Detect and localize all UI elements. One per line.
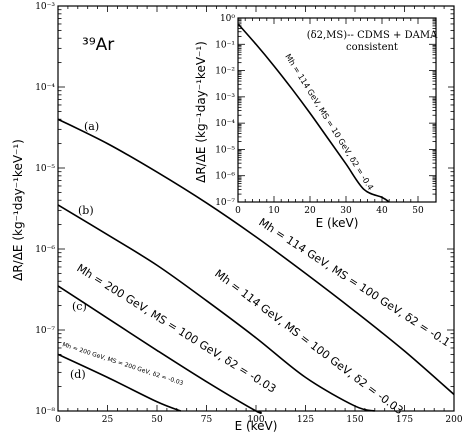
inset-y-ticks: 10⁻⁷ 10⁻⁶ 10⁻⁵ 10⁻⁴ 10⁻³ 10⁻² 10⁻¹ 10⁰ [215, 14, 436, 208]
inset-x-tick-label: 20 [304, 206, 316, 216]
main-x-tick-label: 50 [151, 415, 163, 425]
inset-y-tick-label: 10⁻⁷ [215, 198, 235, 208]
curve-label-c: (c) [72, 300, 87, 313]
main-x-tick-label: 100 [247, 415, 264, 425]
main-series-line-2 [57, 285, 262, 414]
inset-y-tick-label: 10⁻¹ [215, 40, 235, 50]
inset-x-tick-label: 0 [235, 206, 241, 216]
main-x-tick-label: 125 [297, 415, 314, 425]
main-y-tick-label: 10⁻³ [35, 2, 55, 12]
main-y-tick-label: 10⁻⁶ [35, 245, 55, 255]
inset-chart: 0 10 20 30 40 50 10⁻⁷ 10⁻⁶ 10⁻⁵ 10⁻⁴ 10⁻³ 10⁻² 10⁻¹… [194, 12, 448, 230]
main-y-tick-label: 10⁻⁴ [35, 83, 55, 93]
inset-curves [237, 23, 390, 203]
inset-x-tick-label: 10 [268, 206, 280, 216]
main-y-ticks: 10⁻⁸ 10⁻⁷ 10⁻⁶ 10⁻⁵ 10⁻⁴ 10⁻³ [35, 2, 454, 417]
main-series-line-0 [57, 118, 455, 396]
main-x-tick-label: 200 [445, 415, 462, 425]
inset-plot-frame [237, 17, 437, 203]
main-x-tick-label: 175 [396, 415, 413, 425]
main-y-tick-label: 10⁻⁸ [35, 407, 55, 417]
main-x-tick-label: 0 [55, 415, 61, 425]
isotope-label: ³⁹Ar [82, 35, 114, 55]
inset-y-axis-label: ΔR/ΔE (kg⁻¹day⁻¹keV⁻¹) [194, 41, 208, 183]
inset-series-line-0 [237, 23, 390, 203]
curve-label-b: (b) [78, 204, 94, 217]
inset-x-tick-label: 30 [340, 206, 352, 216]
inset-x-axis-label: E (keV) [316, 216, 359, 230]
main-y-tick-label: 10⁻⁷ [35, 326, 55, 336]
main-series-line-1 [57, 204, 375, 412]
inset-y-tick-label: 10⁰ [220, 14, 235, 24]
main-x-tick-label: 150 [346, 415, 363, 425]
main-x-tick-label: 75 [201, 415, 213, 425]
inset-y-tick-label: 10⁻⁶ [215, 172, 235, 182]
main-x-ticks: 0 25 50 75 100 125 150 175 200 [55, 6, 463, 425]
main-y-axis-label: ΔR/ΔE (kg⁻¹day⁻¹keV⁻¹) [11, 139, 25, 281]
inset-y-tick-label: 10⁻² [215, 67, 235, 77]
inset-y-tick-label: 10⁻⁴ [215, 119, 235, 129]
curve-label-d: (d) [70, 368, 86, 381]
inset-background [236, 12, 448, 208]
inset-title: (δ2,MS)-- CDMS + DAMA [307, 30, 438, 41]
inset-x-tick-label: 40 [376, 206, 388, 216]
main-curves [57, 118, 455, 414]
inset-y-tick-label: 10⁻³ [215, 93, 235, 103]
main-series-line-3 [57, 353, 182, 412]
main-x-tick-label: 25 [102, 415, 114, 425]
inset-y-tick-label: 10⁻⁵ [215, 145, 235, 155]
curve-label-a: (a) [84, 120, 99, 133]
main-x-axis-label: E (keV) [235, 419, 278, 433]
inset-x-tick-label: 50 [412, 206, 424, 216]
main-y-tick-label: 10⁻⁵ [35, 164, 55, 174]
inset-subtitle: consistent [346, 42, 398, 53]
